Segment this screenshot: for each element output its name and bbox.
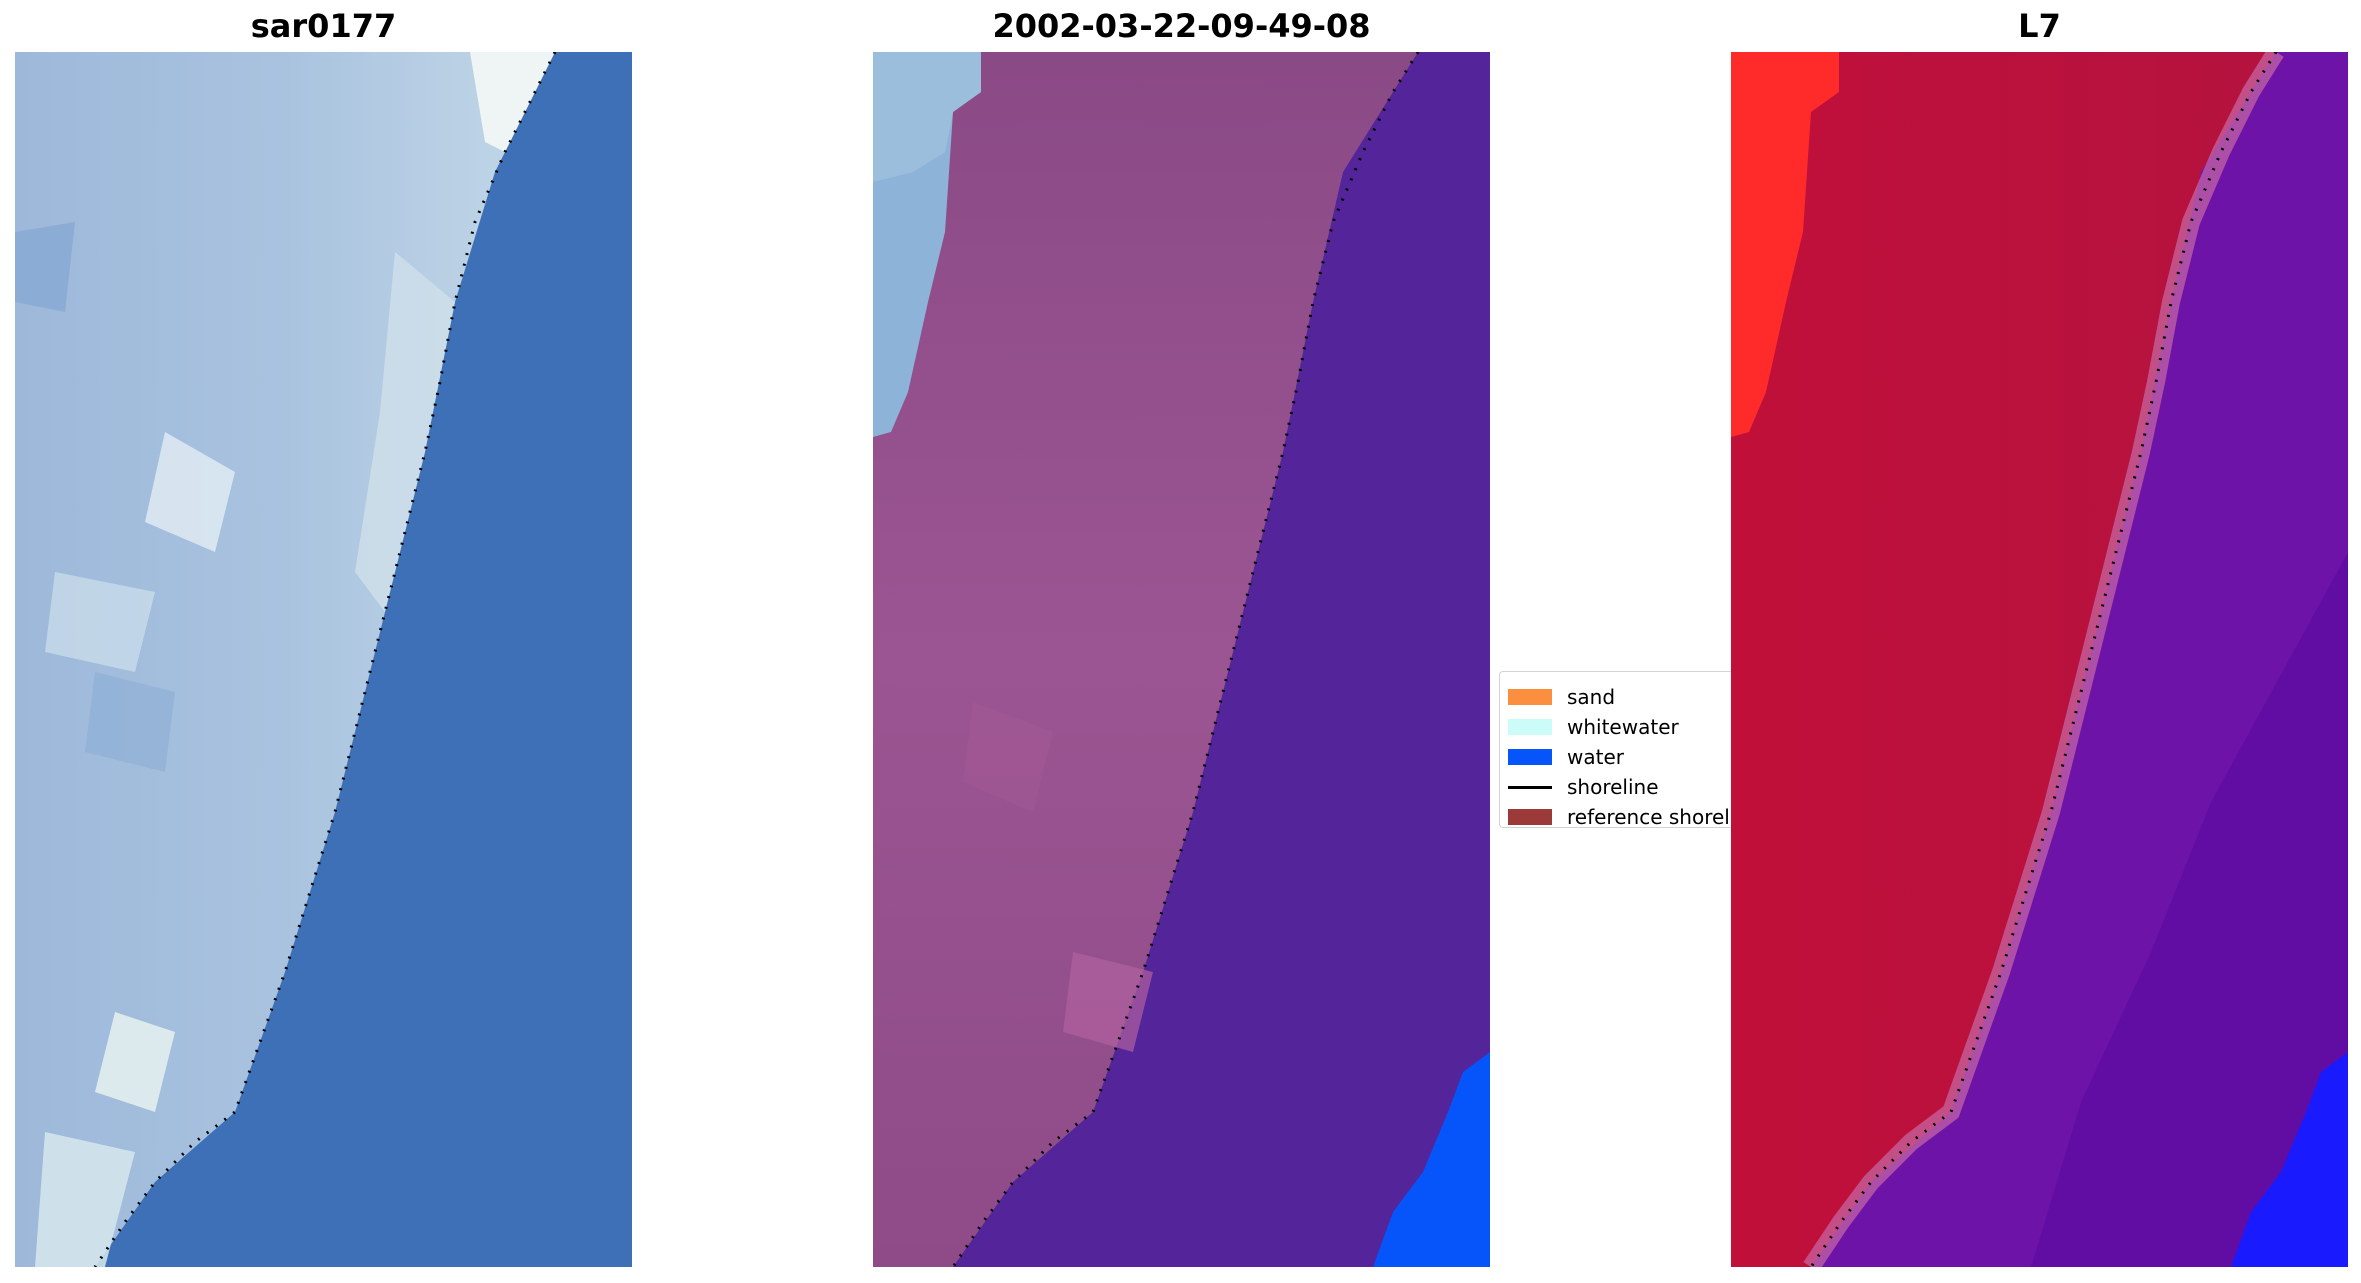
- legend-item-shoreline: shoreline: [1508, 772, 1659, 802]
- legend-label-whitewater: whitewater: [1567, 715, 1679, 739]
- legend-label-water: water: [1567, 745, 1624, 769]
- legend-line-shoreline: [1508, 785, 1552, 789]
- classified-image: [873, 52, 1490, 1267]
- panel-title-rgb: sar0177: [250, 7, 397, 45]
- rgb-satellite-image: [15, 52, 632, 1267]
- index-image: [1731, 52, 2348, 1267]
- legend-item-water: water: [1508, 742, 1624, 772]
- legend: sand whitewater water shoreline referenc…: [1499, 671, 1731, 828]
- legend-label-reference-shoreline: reference shoreline: [1567, 805, 1731, 828]
- legend-swatch-whitewater: [1508, 719, 1552, 735]
- legend-swatch-reference-shoreline: [1508, 809, 1552, 825]
- legend-label-shoreline: shoreline: [1567, 775, 1659, 799]
- legend-item-reference-shoreline: reference shoreline: [1508, 802, 1731, 828]
- panel-title-classified: 2002-03-22-09-49-08: [992, 7, 1371, 45]
- legend-item-sand: sand: [1508, 682, 1615, 712]
- panel-title-index: L7: [2018, 7, 2061, 45]
- legend-item-whitewater: whitewater: [1508, 712, 1679, 742]
- legend-label-sand: sand: [1567, 685, 1616, 709]
- legend-swatch-water: [1508, 749, 1552, 765]
- legend-swatch-sand: [1508, 689, 1552, 705]
